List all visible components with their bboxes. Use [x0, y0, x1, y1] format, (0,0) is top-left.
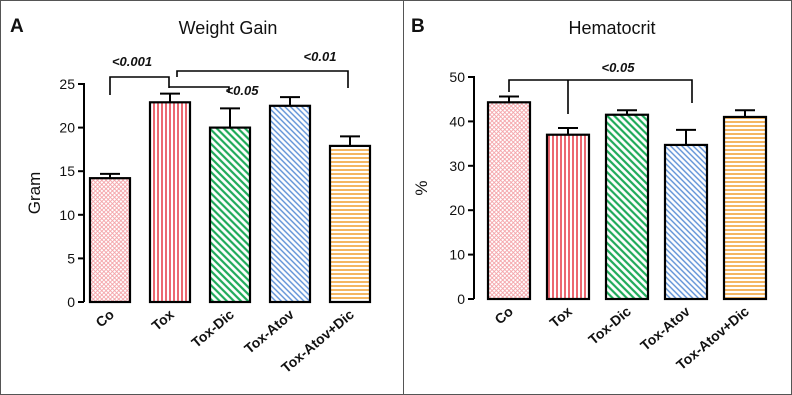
y-tick-label: 10: [449, 247, 465, 263]
x-tick-label: Tox: [148, 306, 177, 334]
chart-weight-gain: A Weight Gain Gram 0 5 10 15 20 25 Co Tox Tox-Dic To…: [10, 16, 372, 376]
bar-tox-atov: [663, 143, 709, 301]
chart-title: Hematocrit: [568, 18, 655, 38]
y-axis-label: Gram: [25, 172, 44, 215]
bar-tox-atov-dic: [722, 115, 768, 301]
y-axis-label: %: [412, 180, 431, 195]
panel-letter: B: [411, 16, 425, 37]
y-tick-label: 15: [59, 163, 75, 179]
y-tick-label: 50: [449, 69, 465, 85]
x-tick-label: Tox-Dic: [188, 306, 237, 351]
x-tick-label: Tox-Atov: [241, 306, 297, 357]
bar-tox-atov: [268, 104, 312, 304]
y-tick-label: 30: [449, 158, 465, 174]
significance-bracket: [176, 70, 349, 88]
bar-co: [88, 177, 132, 304]
p-value-annotation: <0.001: [112, 54, 152, 69]
bar-tox: [148, 101, 192, 304]
y-tick-label: 10: [59, 207, 75, 223]
significance-bracket: [508, 79, 693, 114]
chart-title: Weight Gain: [179, 18, 278, 38]
bar-tox-dic: [604, 113, 650, 301]
y-tick-label: 20: [449, 202, 465, 218]
panel-letter: A: [10, 16, 24, 37]
chart-hematocrit: B Hematocrit% 0 10 20 30 40 50 Co Tox Tox-Dic Tox-A…: [411, 16, 768, 373]
bar-tox-atov-dic: [328, 144, 372, 304]
significance-bracket: [169, 86, 230, 93]
p-value-annotation: <0.01: [304, 49, 337, 64]
x-tick-label: Tox-Dic: [585, 303, 634, 348]
x-tick-label: Co: [491, 303, 516, 327]
y-tick-label: 5: [67, 250, 75, 266]
p-value-annotation: <0.05: [226, 83, 260, 98]
bar-tox: [545, 133, 591, 301]
x-tick-label: Tox: [546, 303, 575, 331]
bar-co: [486, 101, 532, 301]
bar-tox-dic: [208, 126, 252, 304]
x-tick-label: Co: [92, 306, 117, 330]
y-tick-label: 25: [59, 76, 75, 92]
y-tick-label: 0: [457, 291, 465, 307]
x-tick-label: Tox-Atov: [637, 303, 693, 354]
p-value-annotation: <0.05: [602, 60, 636, 75]
y-tick-label: 20: [59, 120, 75, 136]
y-tick-label: 0: [67, 294, 75, 310]
y-tick-label: 40: [449, 113, 465, 129]
significance-bracket: [109, 76, 170, 95]
